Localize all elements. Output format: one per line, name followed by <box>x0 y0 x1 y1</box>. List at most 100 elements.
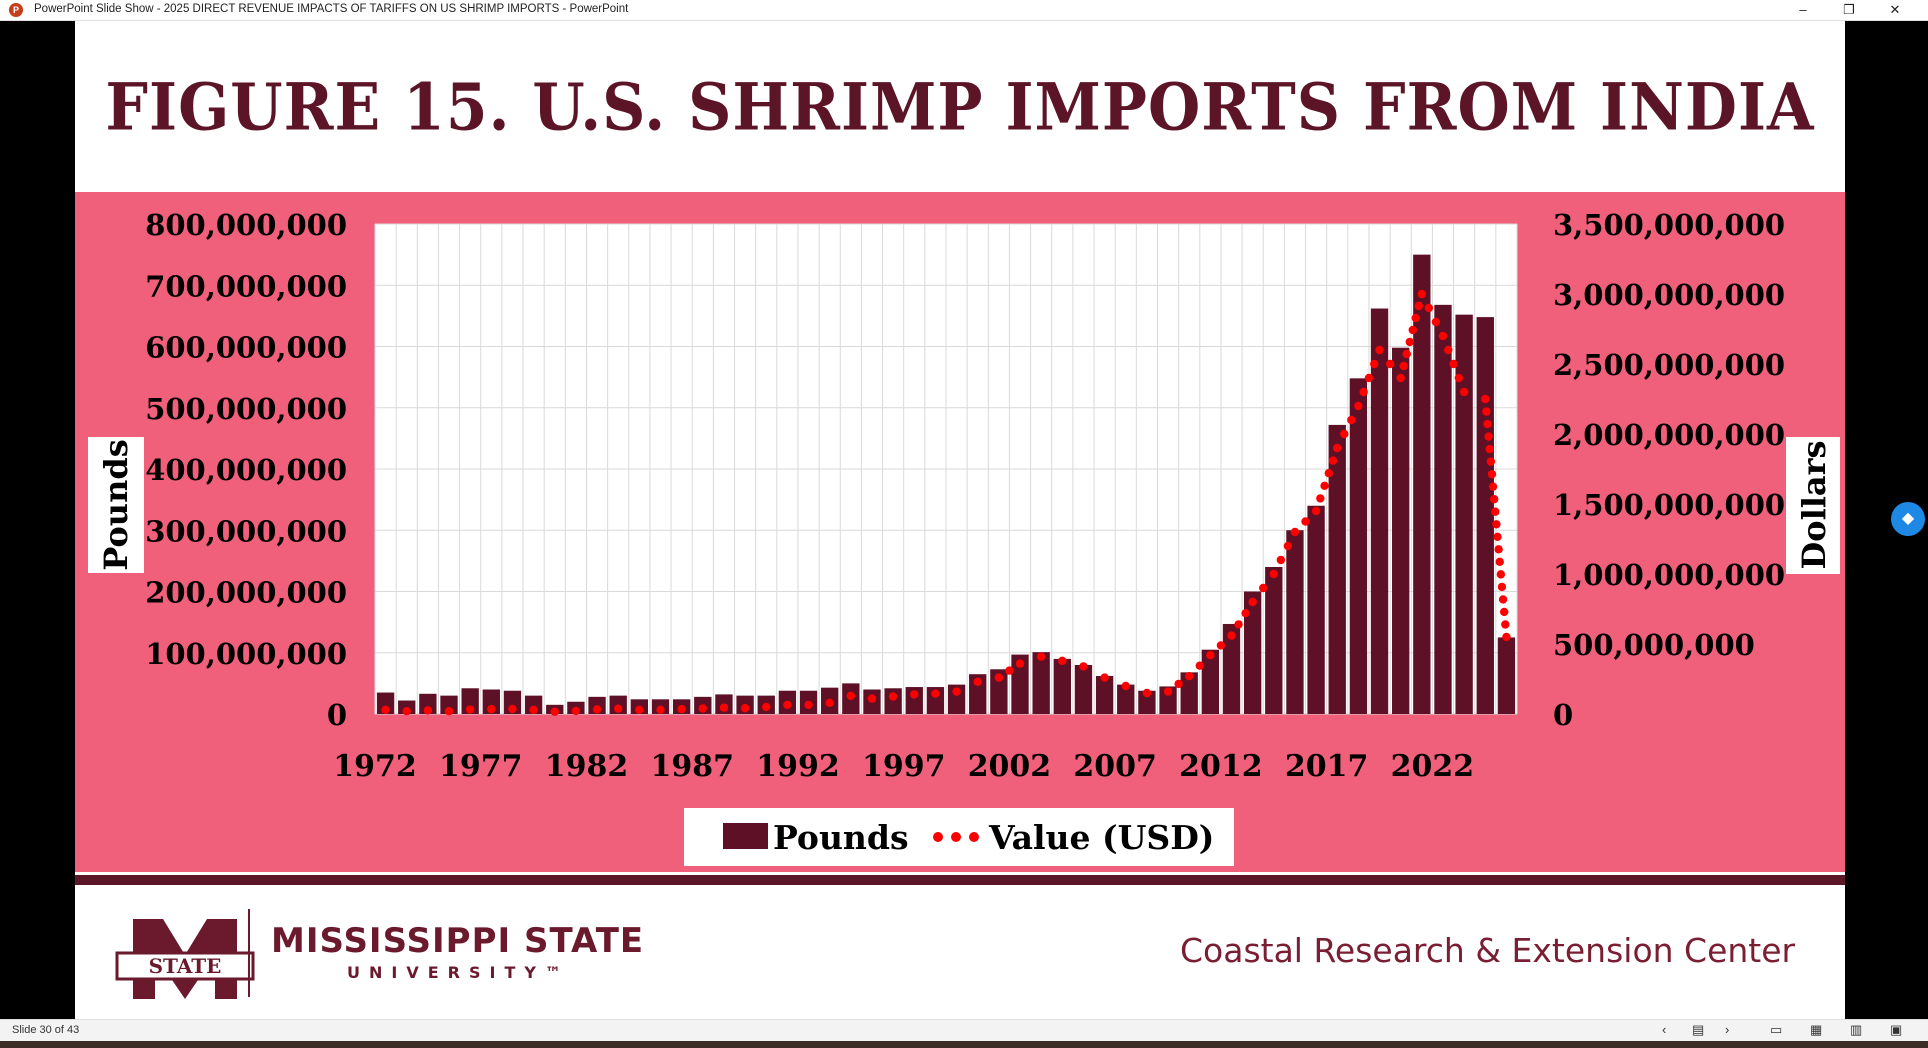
x-tick-label: 1982 <box>545 749 629 784</box>
chart-area: 0 100,000,000 200,000,000 300,000,000 400,00… <box>75 192 1845 872</box>
point-value-2001 <box>994 673 1004 682</box>
point-value-1980 <box>550 707 559 716</box>
bar-pounds-1976 <box>461 688 479 714</box>
point-value-1998 <box>931 689 940 698</box>
y2-tick-label: 1,000,000,000 <box>1553 558 1785 592</box>
value-line-dot <box>1501 620 1510 629</box>
x-tick-label: 1972 <box>333 749 417 784</box>
legend-value-label: Value (USD) <box>988 818 1214 857</box>
center-name: Coastal Research & Extension Center <box>1180 931 1796 970</box>
value-line-dot <box>1484 432 1493 441</box>
bar-pounds-2005 <box>1074 665 1093 714</box>
point-value-2022 <box>1438 331 1448 341</box>
value-line-dot <box>1340 429 1349 439</box>
bar-pounds-2021 <box>1413 254 1431 714</box>
point-value-2004 <box>1058 656 1067 665</box>
point-value-1996 <box>888 692 898 701</box>
point-value-2000 <box>973 677 982 686</box>
point-value-2012 <box>1227 631 1236 640</box>
y-tick-label: 800,000,000 <box>145 208 347 242</box>
value-line-dot <box>1364 373 1374 383</box>
bar-pounds-1979 <box>524 695 543 714</box>
bar-pounds-2003 <box>1032 652 1050 714</box>
bar-pounds-2014 <box>1265 567 1283 714</box>
legend-value-dot-3 <box>969 832 979 842</box>
point-value-2003 <box>1036 652 1046 661</box>
previous-slide-icon[interactable]: ‹ <box>1662 1022 1667 1037</box>
point-value-1990 <box>762 702 771 712</box>
point-value-2023 <box>1459 387 1469 397</box>
y2-tick-label: 0 <box>1553 698 1573 732</box>
value-line-dot <box>1487 469 1497 479</box>
point-value-1991 <box>783 700 792 710</box>
university-subtitle: UNIVERSITY™ <box>347 963 570 982</box>
msu-logo: STATE <box>115 919 255 999</box>
legend: Pounds Value (USD) <box>684 808 1234 866</box>
point-value-2017 <box>1333 443 1342 453</box>
slide-sorter-icon[interactable]: ▦ <box>1810 1022 1823 1037</box>
point-value-2014 <box>1269 569 1278 579</box>
y-tick-label: 700,000,000 <box>145 269 347 303</box>
bar-pounds-2012 <box>1222 623 1241 714</box>
point-value-2019 <box>1375 345 1384 355</box>
bar-pounds-2018 <box>1349 378 1368 714</box>
bar-pounds-1998 <box>926 687 945 714</box>
value-line-dot <box>1449 359 1458 369</box>
value-line-dot <box>1301 517 1310 526</box>
normal-view-icon[interactable]: ▭ <box>1770 1022 1783 1037</box>
point-value-2016 <box>1311 506 1321 516</box>
bar-pounds-2007 <box>1117 684 1135 714</box>
bar-pounds-2022 <box>1434 304 1452 714</box>
value-line-dot <box>1174 679 1183 689</box>
slideshow-icon[interactable]: ▣ <box>1890 1022 1903 1037</box>
minimize-button[interactable]: – <box>1799 2 1807 17</box>
restore-button[interactable]: ❐ <box>1843 2 1855 17</box>
value-line-dot <box>1316 494 1325 503</box>
y-tick-label: 600,000,000 <box>145 331 347 365</box>
value-line-dot <box>1241 609 1250 618</box>
y2-tick-label: 3,000,000,000 <box>1553 278 1785 312</box>
next-slide-icon[interactable]: › <box>1725 1022 1730 1037</box>
point-value-2013 <box>1248 597 1257 607</box>
value-line-dot <box>1424 303 1434 313</box>
y-tick-label: 400,000,000 <box>145 453 347 487</box>
point-value-1975 <box>444 707 454 716</box>
point-value-2011 <box>1206 651 1215 660</box>
point-value-1981 <box>571 706 581 716</box>
x-tick-label: 1997 <box>862 749 946 784</box>
bar-pounds-2001 <box>990 669 1008 714</box>
point-value-1985 <box>656 705 665 714</box>
value-line-dot <box>1414 301 1424 311</box>
point-value-1977 <box>487 704 496 714</box>
slide-title: FIGURE 15. U.S. SHRIMP IMPORTS FROM INDI… <box>105 70 1815 146</box>
point-value-2007 <box>1121 681 1130 691</box>
left-letterbox <box>0 21 75 1019</box>
point-value-2021 <box>1417 289 1427 299</box>
reading-view-icon[interactable]: ▥ <box>1850 1022 1863 1037</box>
x-tick-label: 1992 <box>756 749 840 784</box>
point-value-1978 <box>508 704 517 714</box>
value-line-dot <box>1494 545 1503 554</box>
close-button[interactable]: ✕ <box>1889 2 1901 17</box>
taskbar-strip <box>0 1041 1928 1048</box>
y2-tick-label: 3,500,000,000 <box>1553 208 1785 242</box>
point-value-1992 <box>804 700 813 710</box>
bar-pounds-2011 <box>1201 649 1220 714</box>
value-line-dot <box>1499 607 1509 617</box>
slide-menu-icon[interactable]: ▤ <box>1692 1022 1705 1037</box>
y2-axis-title-box <box>1786 437 1840 574</box>
bar-pounds-2023 <box>1455 314 1473 714</box>
dropbox-icon[interactable]: ◆ <box>1891 502 1925 536</box>
bar-pounds-2024 <box>1476 317 1494 714</box>
value-line-dot <box>1385 359 1395 369</box>
bar-pounds-1972 <box>376 692 395 714</box>
point-value-1972 <box>381 705 390 714</box>
point-value-2025 <box>1502 632 1511 642</box>
status-bar: Slide 30 of 43 ‹ ▤ › ▭ ▦ ▥ ▣ <box>0 1019 1928 1042</box>
value-line-dot <box>1495 557 1504 567</box>
value-line-dot <box>1493 532 1502 541</box>
bar-pounds-2017 <box>1328 424 1346 714</box>
window-title-bar: P PowerPoint Slide Show - 2025 DIRECT RE… <box>0 0 1928 21</box>
value-line-dot <box>1005 666 1014 675</box>
bar-pounds-1999 <box>947 684 966 714</box>
